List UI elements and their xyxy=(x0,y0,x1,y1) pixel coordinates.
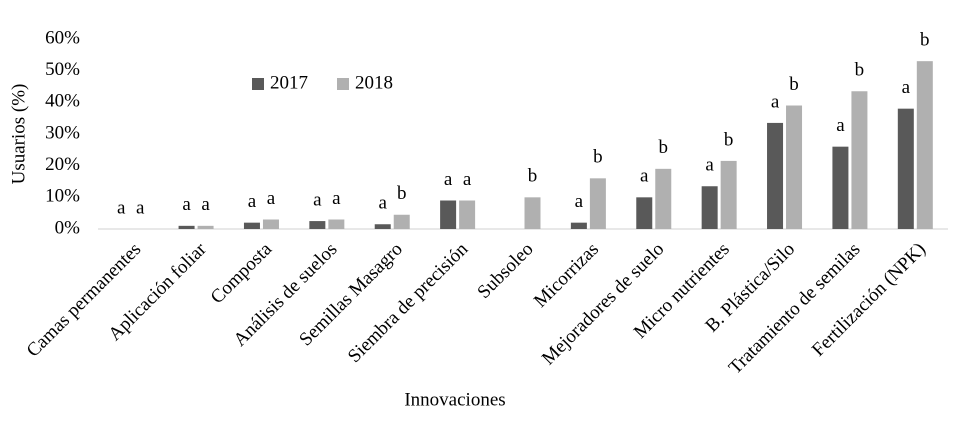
significance-letter: b xyxy=(920,30,930,51)
significance-letter: a xyxy=(332,188,341,209)
bar xyxy=(178,225,195,229)
bar xyxy=(374,224,391,229)
bar xyxy=(916,61,933,229)
y-tick-label: 30% xyxy=(45,122,80,143)
significance-letter: b xyxy=(724,129,734,150)
bar xyxy=(720,160,737,229)
x-tick-label: Siembra de precisión xyxy=(344,238,473,367)
bar xyxy=(243,222,260,229)
bar xyxy=(897,108,914,229)
legend-swatch xyxy=(252,78,264,90)
significance-letter: a xyxy=(902,77,911,98)
x-tick-label: Tratamiento de semilas xyxy=(725,239,865,379)
significance-letter: b xyxy=(659,137,669,158)
bar xyxy=(393,214,410,229)
y-tick-label: 40% xyxy=(45,91,80,112)
bar xyxy=(440,200,457,229)
bar xyxy=(197,225,214,229)
legend-label: 2018 xyxy=(355,72,393,93)
x-tick-label: Camas permanentes xyxy=(23,239,146,362)
significance-letter: a xyxy=(705,155,714,176)
bar xyxy=(636,197,653,229)
significance-letter: a xyxy=(136,197,145,218)
x-tick-label: Subsoleo xyxy=(473,239,537,303)
bar xyxy=(701,186,718,229)
significance-letter: b xyxy=(528,166,538,187)
legend-label: 2017 xyxy=(270,72,308,93)
significance-letter: a xyxy=(267,188,276,209)
bar xyxy=(851,91,868,229)
legend-swatch xyxy=(337,78,349,90)
significance-letter: a xyxy=(313,189,322,210)
bar xyxy=(832,146,849,229)
significance-letter: a xyxy=(201,194,210,215)
significance-letter: b xyxy=(397,183,407,204)
bar xyxy=(767,122,784,229)
x-tick-label: Mejoradores de suelo xyxy=(538,239,669,370)
significance-letter: a xyxy=(575,191,584,212)
y-tick-label: 50% xyxy=(45,59,80,80)
significance-letter: b xyxy=(855,60,865,81)
significance-letter: a xyxy=(836,115,845,136)
y-tick-label: 0% xyxy=(55,217,81,238)
x-tick-label: Composta xyxy=(207,238,277,308)
bar xyxy=(786,105,803,229)
significance-letter: a xyxy=(771,91,780,112)
bar xyxy=(328,219,345,229)
significance-letter: b xyxy=(789,74,799,95)
bar xyxy=(589,178,606,229)
significance-letter: a xyxy=(248,191,257,212)
significance-letter: a xyxy=(117,197,126,218)
bar xyxy=(570,222,587,229)
y-tick-label: 10% xyxy=(45,186,80,207)
significance-letter: a xyxy=(379,193,388,214)
significance-letter: a xyxy=(463,169,472,190)
bar xyxy=(262,219,279,229)
y-axis-title: Usuarios (%) xyxy=(8,84,29,185)
bar xyxy=(459,200,476,229)
significance-letter: a xyxy=(640,166,649,187)
bar xyxy=(524,197,541,229)
bar xyxy=(655,168,672,229)
x-tick-label: Fertilización (NPK) xyxy=(808,239,930,361)
significance-letter: b xyxy=(593,147,603,168)
y-tick-label: 20% xyxy=(45,154,80,175)
significance-letter: a xyxy=(444,169,453,190)
y-tick-label: 60% xyxy=(45,27,80,48)
bar xyxy=(309,221,326,229)
x-axis-title: Innovaciones xyxy=(404,389,505,410)
significance-letter: a xyxy=(182,194,191,215)
